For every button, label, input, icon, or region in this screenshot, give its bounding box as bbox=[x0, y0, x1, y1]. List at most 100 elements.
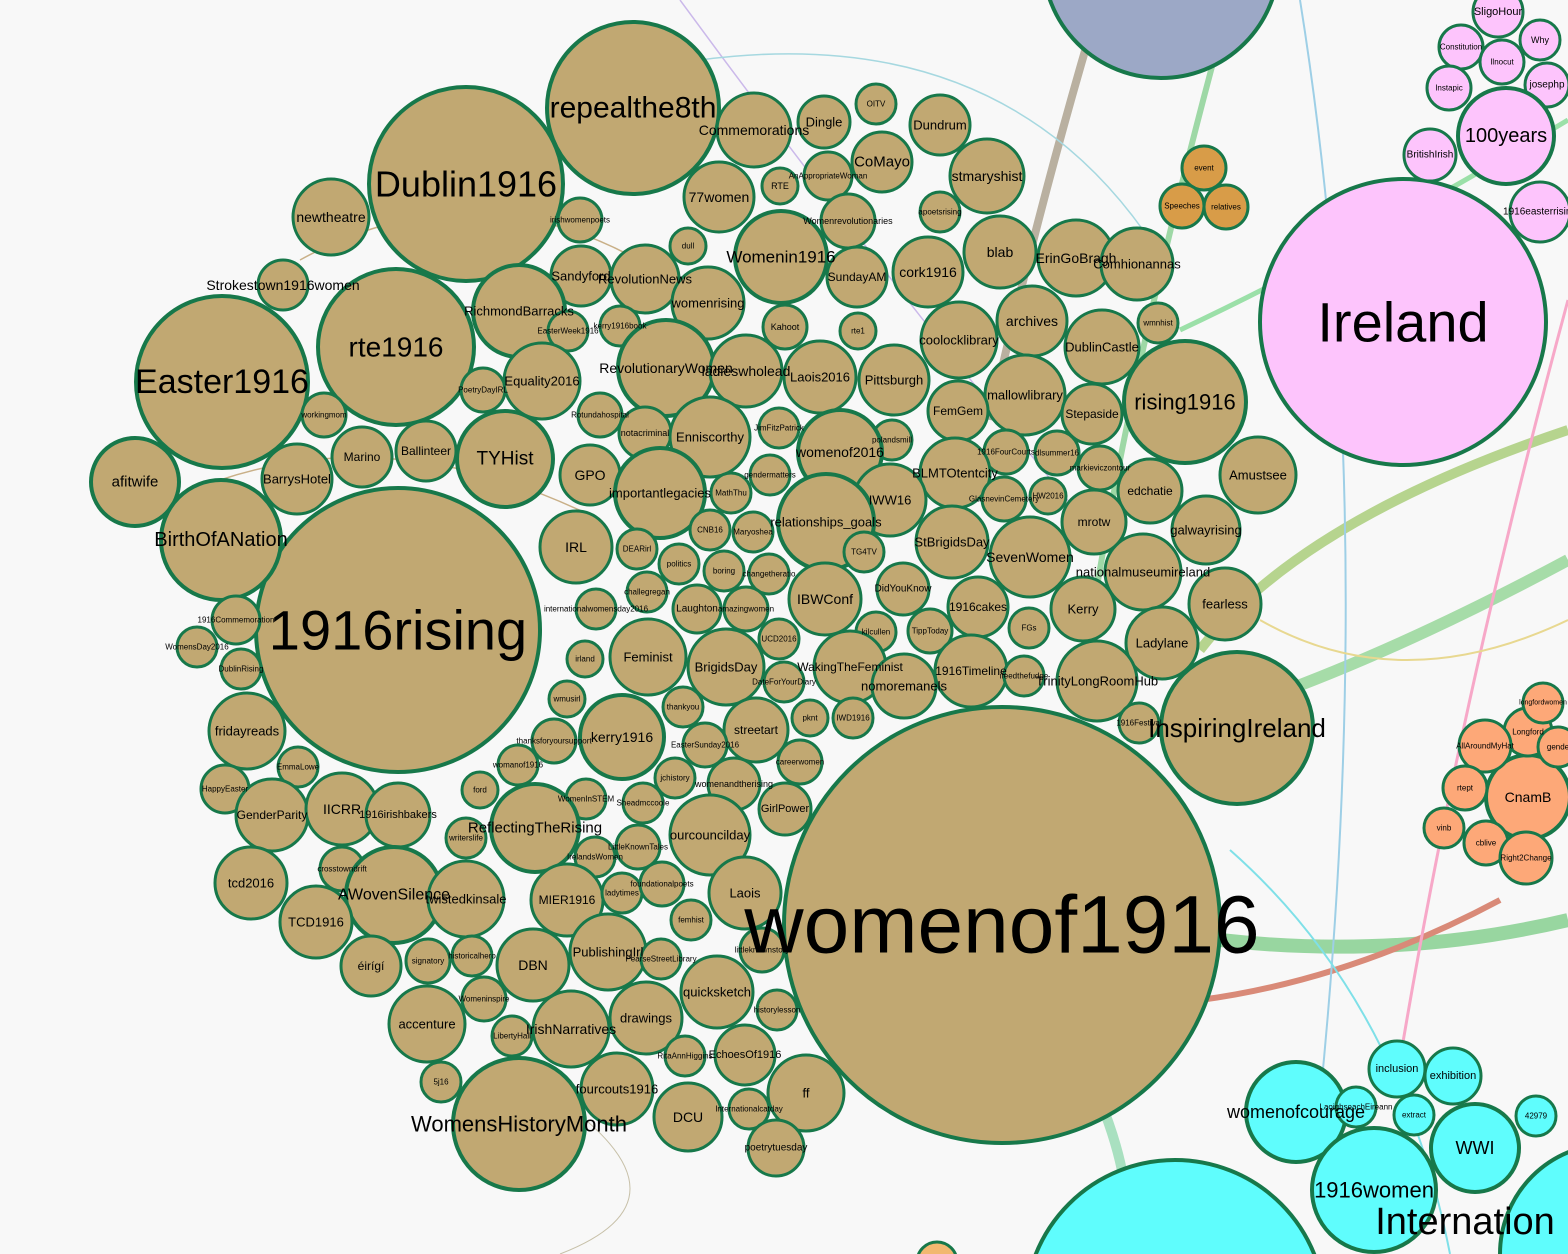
node bbox=[766, 1053, 846, 1133]
node bbox=[870, 652, 938, 720]
node-label: Ballinteer bbox=[401, 444, 451, 458]
node-label: Right2Change bbox=[1500, 854, 1552, 863]
node-label: vinb bbox=[1437, 824, 1452, 833]
node-label: Womeninspire bbox=[459, 995, 511, 1004]
node-label: mallowlibrary bbox=[987, 388, 1063, 403]
node-label: éirígí bbox=[358, 959, 385, 973]
node-label: repealthe8th bbox=[550, 92, 717, 125]
node-label: womanof1916 bbox=[492, 761, 544, 770]
node bbox=[496, 743, 540, 787]
node-label: Equality2016 bbox=[504, 374, 579, 389]
node-label: ReflectingTheRising bbox=[468, 820, 602, 837]
node bbox=[489, 782, 581, 874]
node bbox=[702, 549, 746, 593]
edge bbox=[1299, 0, 1347, 1101]
node bbox=[545, 20, 721, 196]
node bbox=[316, 267, 476, 427]
node bbox=[713, 1023, 777, 1087]
node-label: InspiringIreland bbox=[1148, 713, 1326, 743]
node-label: Pittsburgh bbox=[865, 373, 924, 388]
node-label: event bbox=[1194, 164, 1214, 173]
node-label: littleknownstory bbox=[735, 946, 790, 955]
node-label: historylesson bbox=[754, 1006, 801, 1015]
node-label: edchatie bbox=[1127, 484, 1173, 498]
node-label: Dundrum bbox=[913, 118, 966, 133]
node-label: SevenWomen bbox=[986, 549, 1074, 565]
node-label: Amustsee bbox=[1229, 468, 1287, 483]
node bbox=[857, 343, 931, 417]
node bbox=[210, 594, 262, 646]
node bbox=[621, 781, 665, 825]
node bbox=[1478, 38, 1526, 86]
node bbox=[1033, 1158, 1317, 1254]
node-label: LibertyHall bbox=[493, 1032, 531, 1041]
node-label: EmmaLowe bbox=[277, 763, 320, 772]
node-label: rising1916 bbox=[1134, 390, 1236, 415]
node-label: womenof2016 bbox=[795, 444, 884, 460]
node bbox=[455, 409, 555, 509]
node bbox=[547, 679, 587, 719]
node-label: DublinCastle bbox=[1065, 340, 1139, 355]
node bbox=[914, 504, 990, 580]
node bbox=[948, 137, 1026, 215]
node-label: rte1916 bbox=[349, 332, 444, 363]
node-label: ErinGoBragh bbox=[1036, 250, 1117, 266]
node bbox=[682, 160, 756, 234]
node bbox=[1117, 701, 1161, 745]
node-label: relationships_goals bbox=[770, 515, 882, 530]
node-label: jchistory bbox=[659, 774, 689, 783]
node bbox=[747, 552, 791, 596]
node bbox=[300, 391, 348, 439]
node-label: changetheratio bbox=[743, 570, 796, 579]
node-label: DateForYourDiary bbox=[752, 678, 816, 687]
node-label: HW2016 bbox=[1032, 492, 1064, 501]
node-label: 100years bbox=[1465, 125, 1547, 147]
node bbox=[825, 245, 889, 309]
node-label: twistedkinsale bbox=[426, 892, 507, 907]
node bbox=[1514, 1094, 1558, 1138]
node-label: nationalmuseumireland bbox=[1076, 565, 1210, 580]
node bbox=[1122, 339, 1248, 465]
node bbox=[787, 561, 863, 637]
node-label: Laois bbox=[729, 886, 761, 901]
node bbox=[1002, 654, 1046, 698]
node-label: notacriminal bbox=[621, 428, 670, 438]
node bbox=[613, 446, 707, 540]
node bbox=[686, 627, 766, 707]
node-label: WakingTheFeminist bbox=[797, 660, 903, 674]
node-label: MIER1916 bbox=[539, 893, 596, 907]
node-label: OITV bbox=[867, 100, 886, 109]
node bbox=[760, 166, 800, 206]
node-label: dull bbox=[682, 242, 695, 251]
node-label: irishwomenpoets bbox=[550, 216, 610, 225]
node-label: WomensDay2016 bbox=[165, 643, 229, 652]
node-label: ladieswholead bbox=[702, 363, 791, 379]
node bbox=[731, 510, 775, 554]
node-label: rte1 bbox=[851, 327, 865, 336]
node-label: Stepaside bbox=[1065, 407, 1119, 421]
node-label: IWW16 bbox=[869, 493, 912, 508]
node bbox=[842, 530, 886, 574]
node-label: quicksketch bbox=[683, 985, 751, 1000]
node-label: gendermatters bbox=[744, 471, 796, 480]
node-label: RTE bbox=[771, 181, 789, 191]
node-label: internationalwomensday2016 bbox=[544, 605, 649, 614]
node bbox=[1471, 0, 1525, 39]
node-label: GirlPower bbox=[761, 803, 810, 815]
node-label: exhibition bbox=[1430, 1070, 1476, 1082]
node bbox=[1159, 650, 1315, 806]
node bbox=[207, 691, 287, 771]
node-label: TG4TV bbox=[851, 548, 877, 557]
node-label: EasterWeek1916 bbox=[537, 327, 599, 336]
node-label: FGs bbox=[1021, 624, 1036, 633]
node-label: Womenin1916 bbox=[726, 248, 835, 267]
node-label: Instapic bbox=[1435, 84, 1463, 93]
node-label: importantlegacies bbox=[609, 486, 711, 501]
node-label: BritishIrish bbox=[1407, 150, 1454, 161]
node bbox=[776, 738, 824, 786]
node-label: markieviczontour bbox=[1070, 464, 1131, 473]
node-label: WWI bbox=[1456, 1138, 1495, 1158]
node bbox=[1456, 86, 1556, 186]
